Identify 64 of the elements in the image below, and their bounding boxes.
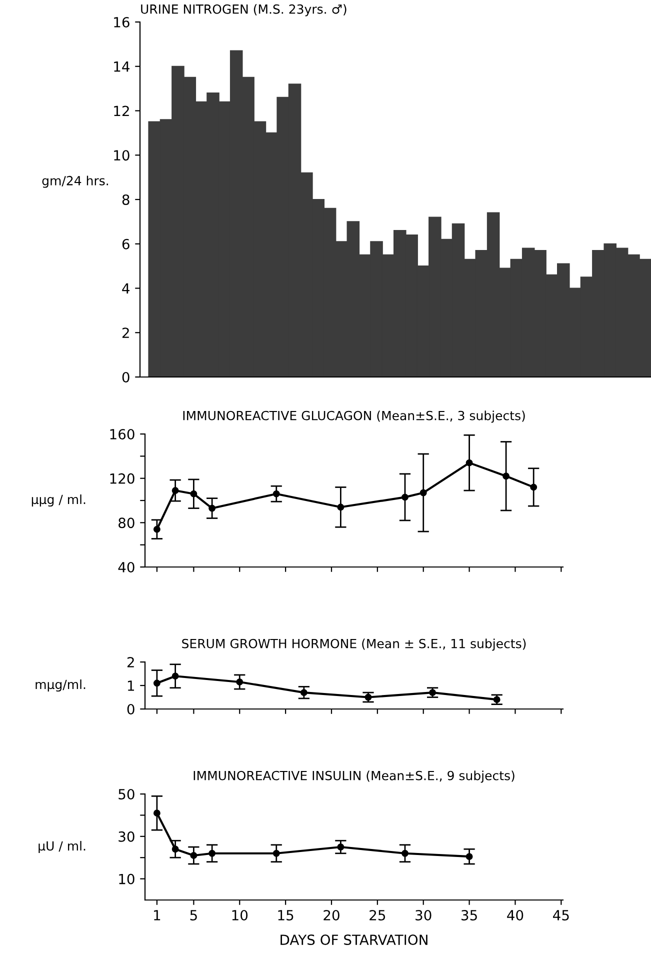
point xyxy=(337,504,344,511)
y-tick-label: 8 xyxy=(122,194,130,205)
chart-title: IMMUNOREACTIVE INSULIN (Mean±S.E., 9 subjects) xyxy=(194,770,514,783)
y-tick-label: 50 xyxy=(118,788,134,800)
y-tick-label: 160 xyxy=(110,428,134,440)
point xyxy=(153,810,160,817)
x-tick-label: 40 xyxy=(507,910,524,920)
y-axis-title: gm/24 hrs. xyxy=(42,176,108,188)
point xyxy=(172,846,179,853)
x-tick-label: 5 xyxy=(190,910,197,920)
point xyxy=(402,494,408,501)
x-tick-label: 20 xyxy=(324,910,340,920)
x-tick-label: 15 xyxy=(278,910,294,920)
y-tick-label: 0 xyxy=(122,372,130,382)
point xyxy=(429,689,436,696)
y-tick-label: 40 xyxy=(118,562,134,572)
y-tick-label: 0 xyxy=(127,704,134,714)
x-tick-label: 25 xyxy=(370,910,386,920)
y-tick-label: 80 xyxy=(118,518,134,528)
y-tick-label: 10 xyxy=(119,874,134,884)
chart-title: URINE NITROGEN (M.S. 23yrs. ♂) xyxy=(141,4,346,16)
point xyxy=(272,850,280,857)
y-axis-title: mμg/ml. xyxy=(36,679,86,692)
x-tick-label: 35 xyxy=(462,910,477,920)
point xyxy=(208,504,216,512)
point xyxy=(172,672,179,680)
point xyxy=(153,526,160,533)
point xyxy=(300,689,308,696)
point xyxy=(466,459,473,466)
point xyxy=(337,844,344,850)
point xyxy=(208,850,216,857)
x-axis-title: DAYS OF STARVATION xyxy=(280,934,428,946)
point xyxy=(502,472,510,480)
point xyxy=(420,489,427,496)
y-tick-label: 14 xyxy=(114,62,130,72)
y-tick-label: 6 xyxy=(122,238,130,250)
point xyxy=(364,694,372,701)
point xyxy=(153,680,160,687)
point xyxy=(466,853,473,860)
point xyxy=(190,852,198,859)
chart-title: SERUM GROWTH HORMONE (Mean ± S.E., 11 subjects) xyxy=(182,638,526,651)
y-tick-label: 12 xyxy=(114,106,129,116)
y-tick-label: 2 xyxy=(122,328,129,338)
point xyxy=(172,487,179,494)
point xyxy=(530,484,538,491)
y-tick-label: 2 xyxy=(127,656,134,668)
x-tick-label: 30 xyxy=(416,910,432,920)
x-tick-label: 45 xyxy=(553,910,569,920)
y-axis-title: μμg / ml. xyxy=(32,494,86,507)
y-tick-label: 4 xyxy=(122,283,130,294)
chart-title: IMMUNOREACTIVE GLUCAGON (Mean±S.E., 3 subjects) xyxy=(183,410,525,423)
point xyxy=(272,490,280,498)
x-tick-label: 10 xyxy=(232,910,248,920)
point xyxy=(236,678,244,686)
x-tick-label: 1 xyxy=(154,910,160,920)
point xyxy=(493,696,500,704)
point xyxy=(402,850,408,857)
y-tick-label: 10 xyxy=(114,150,130,161)
y-tick-label: 1 xyxy=(128,680,134,691)
y-axis-title: μU / ml. xyxy=(38,840,86,854)
point xyxy=(190,490,198,498)
y-tick-label: 16 xyxy=(114,16,130,28)
y-tick-label: 30 xyxy=(118,831,134,842)
y-tick-label: 120 xyxy=(110,473,134,484)
